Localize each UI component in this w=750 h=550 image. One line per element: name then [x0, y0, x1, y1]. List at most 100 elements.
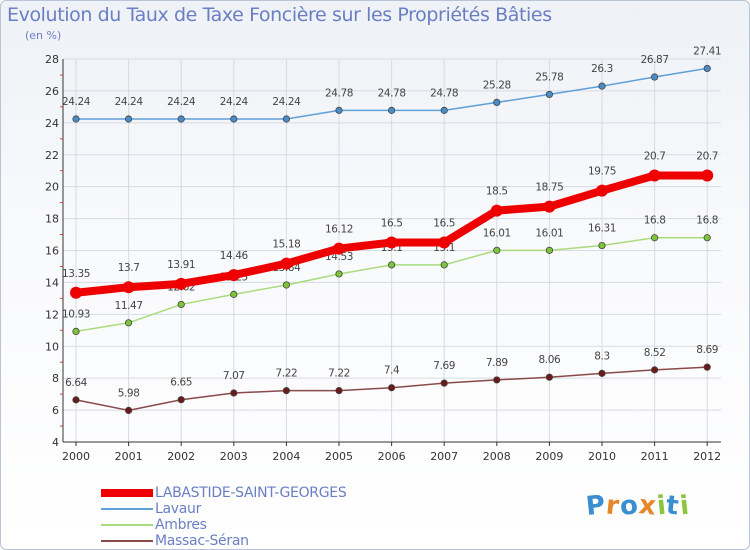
legend-item: Ambres [101, 517, 346, 533]
data-point [125, 406, 133, 415]
data-label: 18.5 [486, 186, 508, 198]
y-tick-label: 26 [45, 85, 59, 98]
data-label: 7.22 [328, 368, 350, 380]
series-ambres: 10.9311.4712.6213.2513.8414.5315.115.116… [62, 215, 718, 336]
data-label: 16.12 [325, 224, 353, 236]
data-label: 26.87 [641, 54, 669, 66]
data-point [440, 379, 448, 387]
proxiti-logo: Proxiti [584, 490, 692, 522]
legend-label: LABASTIDE-SAINT-GEORGES [155, 485, 347, 501]
data-label: 7.22 [276, 368, 298, 380]
data-point [280, 257, 293, 270]
x-tick-label: 2003 [220, 450, 248, 463]
data-point [598, 241, 606, 250]
data-label: 24.78 [378, 87, 406, 99]
data-point [125, 319, 133, 327]
x-tick-label: 2009 [535, 450, 563, 463]
data-label: 7.4 [384, 365, 400, 377]
logo-letter: i [678, 490, 692, 522]
y-unit-label: (en %) [25, 29, 62, 42]
data-label: 24.78 [430, 87, 458, 99]
data-point [650, 366, 659, 374]
data-point [335, 106, 343, 114]
data-label: 16.8 [644, 215, 666, 227]
data-point [177, 300, 185, 309]
x-tick-label: 2008 [483, 450, 511, 463]
data-point [333, 242, 345, 255]
legend-swatch [101, 489, 153, 497]
data-point [493, 98, 501, 107]
data-label: 24.24 [220, 96, 249, 108]
y-tick-label: 8 [52, 372, 59, 385]
data-label: 7.89 [486, 357, 508, 369]
data-label: 16.01 [535, 227, 563, 239]
data-point [122, 281, 135, 294]
data-label: 16.5 [433, 218, 455, 230]
data-point [545, 373, 554, 381]
data-point [598, 369, 606, 377]
series-lavaur: 24.24 24.24 24.24 24.24 24.24 24.78 24.78 24.78… [62, 45, 722, 123]
data-point [387, 261, 396, 269]
legend: LABASTIDE-SAINT-GEORGES Lavaur Ambres Massa… [101, 485, 347, 549]
legend-item: Lavaur [101, 501, 346, 517]
data-label: 24.24 [167, 96, 196, 108]
data-label: 20.7 [696, 150, 718, 162]
data-label: 13.35 [62, 268, 90, 280]
data-point [438, 236, 451, 249]
data-label: 8.3 [594, 350, 610, 362]
data-label: 8.06 [539, 354, 561, 366]
data-point [493, 376, 501, 384]
data-point [543, 200, 556, 213]
y-tick-label: 16 [45, 245, 59, 258]
y-tick-label: 12 [45, 308, 59, 321]
data-point [335, 387, 343, 395]
data-label: 24.24 [62, 96, 91, 108]
legend-item: LABASTIDE-SAINT-GEORGES [101, 485, 347, 501]
x-tick-label: 2006 [378, 450, 406, 463]
y-tick-label: 4 [52, 436, 59, 449]
chart-title: Evolution du Taux de Taxe Foncière sur l… [7, 4, 552, 26]
legend-label: Ambres [155, 517, 207, 533]
legend-swatch [101, 508, 153, 510]
data-label: 15.18 [272, 239, 300, 251]
data-point [650, 73, 659, 81]
legend-swatch [101, 524, 153, 526]
data-point [387, 384, 396, 392]
data-label: 5.98 [118, 387, 140, 399]
data-point [701, 169, 714, 182]
x-tick-label: 2011 [641, 450, 669, 463]
data-point [177, 396, 185, 404]
data-point [72, 327, 80, 336]
data-point [282, 387, 290, 395]
y-tick-label: 18 [45, 213, 59, 226]
data-label: 20.7 [644, 150, 666, 162]
x-tick-label: 2000 [62, 450, 90, 463]
x-tick-label: 2007 [430, 450, 458, 463]
y-tick-label: 28 [45, 53, 59, 66]
data-point [282, 115, 290, 123]
legend-label: Massac-Séran [155, 533, 249, 549]
data-label: 6.65 [170, 377, 192, 389]
data-point [335, 270, 343, 278]
data-point [175, 277, 188, 290]
data-point [648, 169, 661, 182]
y-tick-label: 20 [45, 181, 59, 194]
x-tick-label: 2012 [693, 450, 721, 463]
data-point [598, 82, 606, 90]
data-label: 16.5 [381, 218, 403, 230]
y-tick-label: 10 [45, 340, 59, 353]
data-point [703, 234, 711, 242]
data-point [385, 236, 398, 249]
data-label: 24.24 [115, 96, 144, 108]
data-point [230, 389, 238, 397]
data-label: 13.91 [167, 259, 195, 271]
y-tick-label: 22 [45, 149, 59, 162]
data-point [703, 64, 711, 73]
data-label: 16.8 [696, 215, 718, 227]
data-label: 16.01 [483, 227, 511, 239]
data-label: 10.93 [62, 308, 90, 320]
data-point [387, 106, 396, 114]
data-label: 24.78 [325, 87, 353, 99]
